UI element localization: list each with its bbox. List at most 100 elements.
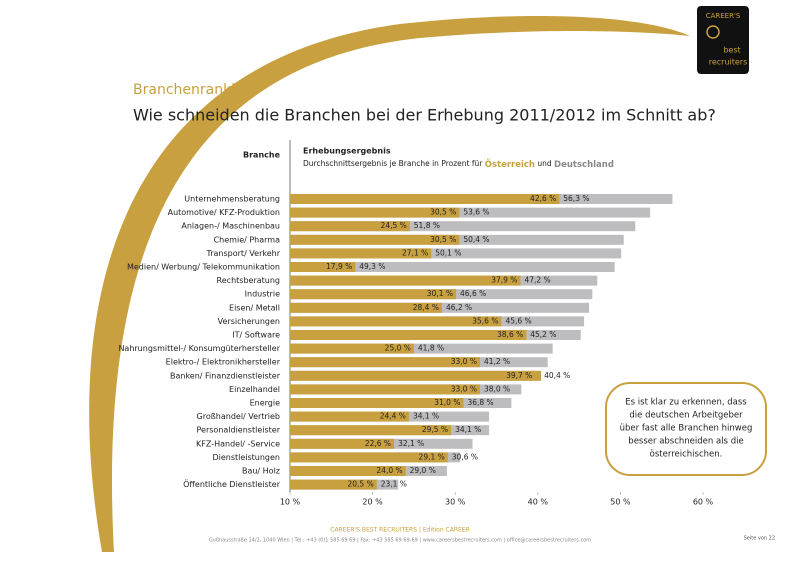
value-label: 46,6 % [460,289,486,298]
bar [290,357,480,368]
category-label: Chemie/ Pharma [214,235,280,244]
value-label: 47,2 % [524,276,550,285]
legend-text: und [537,159,552,168]
value-label: 33,0 % [451,384,477,393]
column-header: Branche [243,151,281,160]
footer-brand: CAREER'S BEST RECRUITERS | Edition CAREE… [330,527,470,534]
value-label: 35,6 % [472,316,498,325]
logo [697,6,749,74]
value-label: 29,5 % [422,425,448,434]
bar [290,221,636,232]
value-label: 31,0 % [434,398,460,407]
bar [290,262,356,272]
bar [290,289,457,300]
logo-text: best [723,46,740,55]
value-label: 20,5 % [348,480,374,489]
logo-text: recruiters [709,58,748,67]
value-label: 32,1 % [398,439,424,448]
bar [290,398,464,408]
value-label: 50,4 % [463,235,489,244]
plot: 10 % 20 % 30 % 40 % 50 % 60 % Unternehmensbera… [118,194,714,507]
x-tick-label: 30 % [445,498,466,507]
section-title: Branchenranking [133,82,253,98]
value-label: 30,5 % [430,235,456,244]
bar [290,466,406,476]
category-label: Nahrungsmittel-/ Konsumgüterhersteller [118,344,280,353]
value-label: 24,4 % [380,412,406,421]
bar [290,479,377,490]
category-label: Bau/ Holz [242,467,280,476]
value-label: 34,1 % [455,425,481,434]
value-label: 25,0 % [385,344,411,353]
value-label: 29,1 % [419,452,445,461]
bar [290,221,410,232]
category-label: Industrie [245,290,280,299]
category-label: Versicherungen [218,317,280,326]
value-label: 39,7 % [506,371,532,380]
footer-address: Gußhausstraße 14/2, 1040 Wien | Tel.: +4… [209,538,592,544]
category-label: Medien/ Werbung/ Telekommunikation [127,263,280,272]
value-label: 45,2 % [530,330,556,339]
category-label: Personaldienstleister [197,426,281,435]
bar [290,330,527,340]
bar [290,452,448,463]
category-label: Rechtsberatung [217,276,280,285]
value-label: 36,8 % [467,398,493,407]
value-label: 53,6 % [463,208,489,217]
category-label: Einzelhandel [229,385,280,394]
value-label: 24,5 % [381,221,407,230]
category-label: Unternehmensberatung [184,195,280,204]
legend-text: Durchschnittsergebnis je Branche in Proz… [303,159,483,168]
value-label: 41,2 % [484,357,510,366]
bar [290,262,615,272]
x-tick-label: 60 % [693,498,714,507]
category-label: Banken/ Finanzdienstleister [170,371,281,380]
value-label: 56,3 % [563,194,589,203]
bar [290,275,521,286]
legend-entry: Deutschland [554,160,614,170]
bar [290,384,480,395]
value-label: 23,1 % [381,480,407,489]
value-label: 34,1 % [413,412,439,421]
category-label: Elektro-/ Elektronikhersteller [166,358,281,367]
x-tick-label: 10 % [280,498,301,507]
value-label: 40,4 % [544,371,570,380]
bar [290,411,409,422]
value-label: 46,2 % [446,303,472,312]
bar [290,343,414,354]
annotation-line: die deutschen Arbeitgeber [629,411,743,421]
bar [290,207,651,218]
annotation-box [605,382,767,476]
annotation-line: Es ist klar zu erkennen, dass [625,398,747,408]
x-tick-label: 50 % [610,498,631,507]
value-label: 38,6 % [497,330,523,339]
chart-title: Erhebungsergebnis [303,147,391,156]
category-label: Eisen/ Metall [229,303,280,312]
bar [290,194,560,204]
x-tick-label: 40 % [528,498,549,507]
bar [290,234,460,245]
legend-entry: Österreich [485,159,535,170]
value-label: 37,9 % [491,276,517,285]
bar [290,302,442,313]
category-label: Automotive/ KFZ-Produktion [168,208,280,217]
value-label: 24,0 % [376,466,402,475]
value-label: 42,6 % [530,194,556,203]
logo-mark [706,25,720,39]
category-label: Energie [250,399,280,408]
category-label: IT/ Software [232,331,280,340]
category-label: Öffentliche Dienstleister [183,479,281,489]
legend: Durchschnittsergebnis je Branche in Proz… [303,159,614,170]
category-label: Transport/ Verkehr [206,249,281,258]
x-tick-label: 20 % [362,498,383,507]
value-label: 38,0 % [484,384,510,393]
value-label: 30,6 % [452,452,478,461]
value-label: 45,6 % [505,316,531,325]
value-label: 28,4 % [413,303,439,312]
bar [290,207,460,218]
page-title: Wie schneiden die Branchen bei der Erheb… [133,106,716,125]
annotation-line: besser abschneiden als die [628,437,743,447]
category-label: Dienstleistungen [212,453,280,462]
logo-text: CAREER'S [706,12,741,20]
